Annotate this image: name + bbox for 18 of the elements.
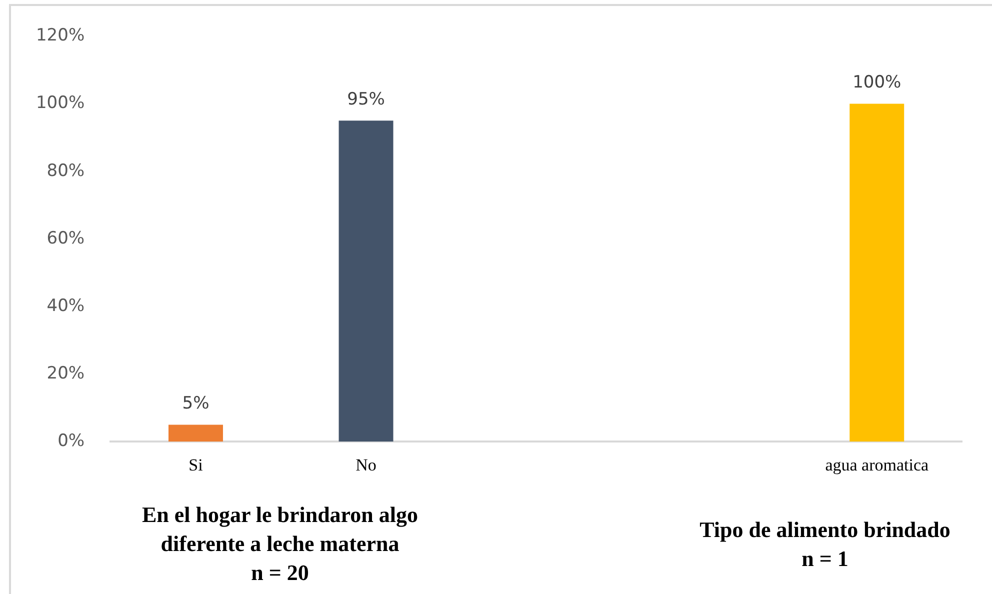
- y-tick-label: 100%: [36, 93, 85, 114]
- y-tick-label: 60%: [46, 228, 85, 248]
- x-tick-label: Si: [188, 455, 204, 474]
- data-label: 95%: [347, 90, 385, 110]
- y-tick-label: 80%: [46, 160, 85, 181]
- bar: [168, 424, 223, 442]
- x-tick-label: No: [356, 455, 376, 474]
- text: Tipo de alimento brindado n = 1: [698, 516, 952, 573]
- bar: [850, 104, 904, 442]
- y-tick-label: 40%: [46, 296, 85, 316]
- text: En el hogar le brindaron algo diferente a leche materna n = 20: [140, 501, 420, 587]
- x-tick-label: agua aromatica: [825, 455, 929, 474]
- data-label: 100%: [852, 72, 902, 93]
- y-tick-label: 0%: [58, 431, 85, 452]
- bar: [338, 120, 394, 442]
- y-tick-label: 120%: [36, 26, 85, 46]
- y-tick-label: 20%: [46, 363, 85, 384]
- data-label: 5%: [182, 394, 210, 414]
